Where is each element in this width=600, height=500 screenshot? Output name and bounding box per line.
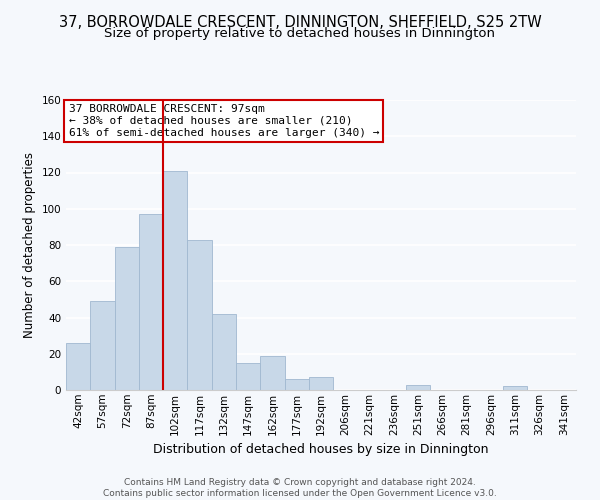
- Y-axis label: Number of detached properties: Number of detached properties: [23, 152, 36, 338]
- Bar: [309, 378, 333, 390]
- Bar: [187, 240, 212, 390]
- Bar: [284, 379, 309, 390]
- Bar: [66, 343, 90, 390]
- Bar: [163, 170, 187, 390]
- Text: 37, BORROWDALE CRESCENT, DINNINGTON, SHEFFIELD, S25 2TW: 37, BORROWDALE CRESCENT, DINNINGTON, SHE…: [59, 15, 541, 30]
- Bar: [115, 247, 139, 390]
- Bar: [236, 363, 260, 390]
- Text: 37 BORROWDALE CRESCENT: 97sqm
← 38% of detached houses are smaller (210)
61% of : 37 BORROWDALE CRESCENT: 97sqm ← 38% of d…: [68, 104, 379, 138]
- Bar: [90, 301, 115, 390]
- Bar: [139, 214, 163, 390]
- X-axis label: Distribution of detached houses by size in Dinnington: Distribution of detached houses by size …: [153, 443, 489, 456]
- Text: Size of property relative to detached houses in Dinnington: Size of property relative to detached ho…: [104, 28, 496, 40]
- Bar: [260, 356, 284, 390]
- Bar: [503, 386, 527, 390]
- Bar: [212, 314, 236, 390]
- Text: Contains HM Land Registry data © Crown copyright and database right 2024.
Contai: Contains HM Land Registry data © Crown c…: [103, 478, 497, 498]
- Bar: [406, 384, 430, 390]
